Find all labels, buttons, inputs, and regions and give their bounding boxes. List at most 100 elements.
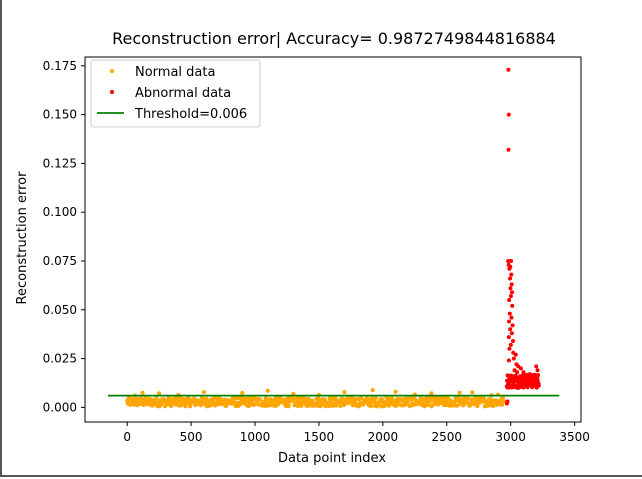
y-tick-label: 0.150 <box>43 108 77 122</box>
normal-data-point <box>500 402 504 407</box>
normal-data-point <box>457 390 462 395</box>
abnormal-data-point <box>508 342 513 347</box>
normal-data-point <box>502 399 507 404</box>
abnormal-data-point <box>534 364 539 369</box>
normal-data-point <box>370 388 375 393</box>
y-tick-label: 0.125 <box>43 156 77 170</box>
normal-data-point <box>359 395 364 400</box>
normal-data-point <box>475 404 480 409</box>
legend-label-threshold: Threshold=0.006 <box>134 107 247 122</box>
normal-data-point <box>323 397 328 402</box>
abnormal-data-point <box>506 258 511 263</box>
normal-data-point <box>163 404 168 409</box>
normal-data-point <box>429 391 434 396</box>
abnormal-data-point <box>509 290 514 295</box>
abnormal-data-point <box>506 112 511 117</box>
abnormal-data-point <box>509 331 514 336</box>
normal-data-point <box>154 396 159 401</box>
abnormal-data-point <box>536 373 541 378</box>
normal-data-point <box>465 396 470 401</box>
chart-title: Reconstruction error| Accuracy= 0.987274… <box>112 29 556 48</box>
normal-data-point <box>140 397 145 402</box>
abnormal-data-point <box>505 399 510 404</box>
abnormal-data-point <box>521 370 526 375</box>
abnormal-data-point <box>510 323 515 328</box>
abnormal-data-point <box>509 282 514 287</box>
y-tick-label: 0.000 <box>43 400 77 414</box>
abnormal-data-point <box>511 356 516 361</box>
y-tick-label: 0.050 <box>43 303 77 317</box>
abnormal-data-point <box>535 368 540 373</box>
y-tick-label: 0.100 <box>43 205 77 219</box>
abnormal-data-point <box>520 376 525 381</box>
normal-data-point <box>299 403 304 408</box>
normal-data-point <box>409 397 414 402</box>
legend-marker-normal <box>110 69 114 73</box>
normal-data-point <box>157 391 162 396</box>
abnormal-data-point <box>515 370 520 375</box>
x-axis-label: Data point index <box>278 451 386 466</box>
normal-data-point <box>338 404 343 409</box>
normal-data-point <box>140 390 145 395</box>
x-tick-label: 3000 <box>495 430 526 444</box>
y-axis-label: Reconstruction error <box>15 171 30 305</box>
legend-label-normal: Normal data <box>135 65 215 80</box>
abnormal-data-point <box>508 276 513 281</box>
normal-data-point <box>470 390 475 395</box>
normal-data-point <box>174 402 179 407</box>
normal-data-point <box>373 396 378 401</box>
normal-data-point <box>201 390 206 395</box>
y-tick-label: 0.075 <box>43 254 77 268</box>
abnormal-data-point <box>518 366 523 371</box>
y-axis: 0.000 0.025 0.050 0.075 0.100 0.125 0.150 0.175 <box>43 59 85 414</box>
x-axis: 0 500 1000 1500 2000 2500 3000 3500 <box>123 422 590 444</box>
abnormal-data-point <box>510 339 515 343</box>
abnormal-data-point <box>506 67 511 72</box>
y-tick-label: 0.175 <box>43 59 77 73</box>
x-tick-label: 3500 <box>559 430 590 444</box>
legend-label-abnormal: Abnormal data <box>135 86 231 101</box>
abnormal-data-point <box>507 319 512 324</box>
normal-data-point <box>427 400 432 405</box>
normal-data-point <box>393 389 398 394</box>
normal-data-point <box>342 390 347 395</box>
x-tick-label: 2500 <box>431 430 462 444</box>
x-tick-label: 500 <box>180 430 203 444</box>
abnormal-data-point <box>507 346 512 351</box>
abnormal-data-point <box>532 376 537 381</box>
abnormal-data-point <box>536 383 541 388</box>
normal-data-point <box>482 396 487 401</box>
abnormal-data-point <box>524 374 529 379</box>
x-tick-label: 0 <box>123 430 131 444</box>
normal-data-point <box>333 395 338 400</box>
abnormal-data-point <box>513 352 518 357</box>
abnormal-data-point <box>510 303 515 308</box>
series-normal-data <box>125 388 507 409</box>
normal-data-point <box>286 403 291 408</box>
normal-data-point <box>442 395 447 400</box>
series-abnormal-data <box>504 67 541 406</box>
abnormal-data-point <box>508 294 513 299</box>
normal-data-point <box>198 403 203 408</box>
normal-data-point <box>265 388 270 393</box>
normal-data-point <box>240 390 245 395</box>
abnormal-data-point <box>508 264 513 269</box>
abnormal-data-point <box>509 315 514 320</box>
normal-data-point <box>396 402 401 407</box>
normal-data-point <box>258 397 263 402</box>
legend-box <box>90 59 261 128</box>
legend-marker-abnormal <box>110 90 114 94</box>
normal-data-point <box>291 391 296 396</box>
x-tick-label: 1500 <box>304 430 335 444</box>
normal-data-point <box>340 396 345 401</box>
normal-data-point <box>310 398 315 403</box>
normal-data-point <box>405 401 410 406</box>
plot-content <box>108 67 560 409</box>
abnormal-data-point <box>509 272 514 277</box>
normal-data-point <box>183 401 188 406</box>
x-tick-label: 2000 <box>368 430 399 444</box>
legend: Normal data Abnormal data Threshold=0.00… <box>90 59 261 128</box>
abnormal-data-point <box>509 258 514 263</box>
